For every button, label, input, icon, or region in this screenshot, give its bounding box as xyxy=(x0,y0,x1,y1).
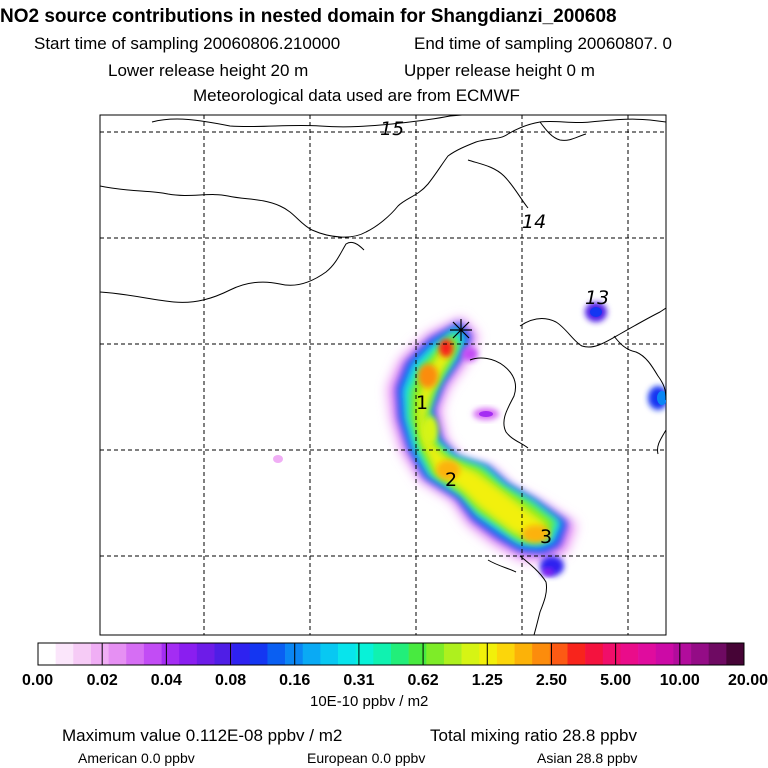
patch-west xyxy=(273,455,283,463)
colorbar-tick-labels: 0.00 0.02 0.04 0.08 0.16 0.31 0.62 1.25 2.50 5.00… xyxy=(22,672,768,689)
colorbar-cell xyxy=(655,643,674,665)
colorbar-cell xyxy=(302,643,321,665)
upper-release-text: Upper release height 0 m xyxy=(404,61,595,80)
colorbar-cell xyxy=(143,643,162,665)
colorbar-cell xyxy=(532,643,551,665)
colorbar-cell xyxy=(55,643,74,665)
map-frame xyxy=(99,114,667,636)
colorbar-cell xyxy=(338,643,356,665)
colorbar-tick-label: 1.25 xyxy=(472,672,503,689)
patch-13-inner xyxy=(590,307,602,317)
plume-core-5 xyxy=(422,416,438,444)
colorbar-tick-label: 0.00 xyxy=(22,672,53,689)
coastlines xyxy=(100,115,666,635)
colorbar-cell xyxy=(549,643,568,665)
colorbar-cell xyxy=(602,643,621,665)
colorbar-cell xyxy=(638,643,657,665)
colorbar-cell xyxy=(479,643,498,665)
colorbar-unit: 10E-10 ppbv / m2 xyxy=(310,693,429,710)
plume-layer-yellow xyxy=(418,340,546,538)
start-sampling-text: Start time of sampling 20060806.210000 xyxy=(34,34,341,53)
colorbar-cell xyxy=(426,643,445,665)
label-14: 14 xyxy=(522,211,546,233)
colorbar-cell xyxy=(267,643,286,665)
label-1: 1 xyxy=(416,392,428,414)
patch-purple xyxy=(462,347,478,361)
colorbar-tick-label: 5.00 xyxy=(600,672,631,689)
colorbar-cell xyxy=(320,643,339,665)
total-mixing-ratio-text: Total mixing ratio 28.8 ppbv xyxy=(430,726,637,745)
colorbar-cell xyxy=(673,643,692,665)
colorbar-cell xyxy=(38,643,56,665)
colorbar-cell xyxy=(179,643,198,665)
american-contribution: American 0.0 ppbv xyxy=(78,750,195,766)
label-2: 2 xyxy=(445,469,457,491)
colorbar-cell xyxy=(443,643,462,665)
colorbar-cell xyxy=(708,643,727,665)
colorbar-cell xyxy=(90,643,109,665)
colorbar-tick-label: 0.31 xyxy=(343,672,374,689)
colorbar-cell xyxy=(691,643,709,665)
colorbar-border xyxy=(37,642,745,666)
lower-release-text: Lower release height 20 m xyxy=(108,61,309,80)
colorbar-cell xyxy=(285,643,304,665)
label-3: 3 xyxy=(540,526,552,548)
plot-title: NO2 source contributions in nested domai… xyxy=(0,6,617,27)
colorbar-cell xyxy=(73,643,92,665)
colorbar-cell xyxy=(585,643,604,665)
asian-contribution: Asian 28.8 ppbv xyxy=(537,750,638,766)
colorbar-cell xyxy=(391,643,409,665)
label-15: 15 xyxy=(380,118,404,140)
colorbar-cell xyxy=(461,643,480,665)
colorbar-cell xyxy=(373,643,392,665)
european-contribution: European 0.0 ppbv xyxy=(307,750,426,766)
patch-east-core xyxy=(657,391,666,405)
colorbar-tick-label: 10.00 xyxy=(660,672,700,689)
patch-center-inner xyxy=(479,411,493,417)
colorbar-cell xyxy=(108,643,127,665)
colorbar-tick-label: 2.50 xyxy=(536,672,567,689)
colorbar-cell xyxy=(726,643,745,665)
colorbar-cell xyxy=(214,643,233,665)
colorbar-cell xyxy=(408,643,427,665)
plume-core-1 xyxy=(418,364,438,388)
colorbar-tick-label: 0.02 xyxy=(87,672,118,689)
colorbar-tick-label: 0.08 xyxy=(215,672,246,689)
colorbar xyxy=(37,642,745,666)
colorbar-cell xyxy=(161,643,180,665)
colorbar-tick-label: 0.04 xyxy=(151,672,182,689)
maximum-value-text: Maximum value 0.112E-08 ppbv / m2 xyxy=(62,726,343,745)
colorbar-cell xyxy=(355,643,374,665)
colorbar-tick-label: 0.16 xyxy=(279,672,310,689)
plume-core-2 xyxy=(439,339,453,357)
plume-core-4 xyxy=(522,525,550,543)
colorbar-cell xyxy=(620,643,639,665)
patch-violet-south xyxy=(542,568,554,576)
met-data-text: Meteorological data used are from ECMWF xyxy=(193,86,520,105)
colorbar-cell xyxy=(126,643,145,665)
colorbar-tick-label: 20.00 xyxy=(728,672,768,689)
end-sampling-text: End time of sampling 20060807. 0 xyxy=(414,34,673,53)
colorbar-cell xyxy=(249,643,268,665)
colorbar-cell xyxy=(514,643,533,665)
colorbar-tick-label: 0.62 xyxy=(408,672,439,689)
receptor-asterisk-icon xyxy=(450,319,472,341)
label-13: 13 xyxy=(585,287,609,309)
colorbar-cell xyxy=(232,643,251,665)
map-gridlines xyxy=(100,115,666,635)
colorbar-cell xyxy=(196,643,215,665)
concentration-plume xyxy=(273,302,666,576)
colorbar-cell xyxy=(567,643,586,665)
plume-core-3 xyxy=(436,460,460,480)
colorbar-cell xyxy=(496,643,515,665)
